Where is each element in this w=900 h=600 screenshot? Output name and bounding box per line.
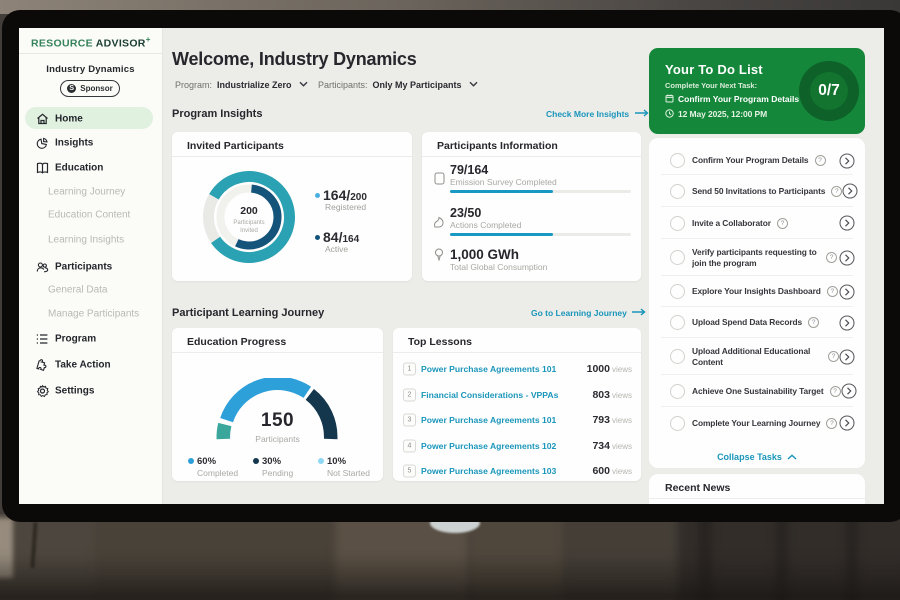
svg-text:Participants: Participants bbox=[233, 220, 264, 226]
svg-text:200: 200 bbox=[240, 205, 258, 217]
svg-text:Invited: Invited bbox=[240, 228, 258, 234]
